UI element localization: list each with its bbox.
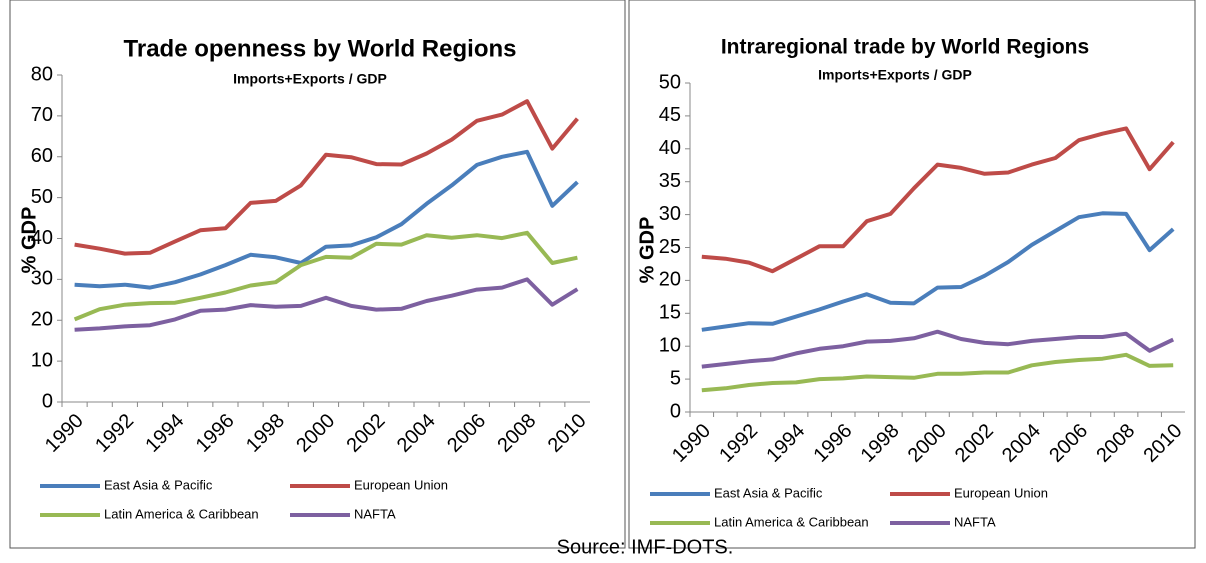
legend-label: East Asia & Pacific (714, 485, 823, 500)
y-tick-label: 15 (659, 302, 681, 324)
y-tick-label: 30 (31, 268, 53, 290)
series-line (74, 149, 579, 290)
chart-title: Trade openness by World Regions (124, 35, 517, 62)
x-tick-label: 1996 (192, 410, 239, 457)
chart-subtitle: Imports+Exports / GDP (818, 67, 972, 83)
y-tick-label: 20 (659, 269, 681, 291)
y-tick-label: 30 (659, 203, 681, 225)
x-tick-label: 2000 (904, 420, 951, 467)
y-tick-label: 60 (31, 145, 53, 167)
x-tick-label: 2002 (951, 420, 998, 467)
x-tick-label: 1996 (809, 420, 856, 467)
x-tick-label: 1992 (715, 420, 762, 467)
legend-label: European Union (954, 485, 1048, 500)
x-tick-label: 1990 (668, 420, 715, 467)
legend-label: Latin America & Caribbean (104, 506, 259, 521)
x-tick-label: 2000 (292, 410, 339, 457)
series-line (701, 352, 1174, 393)
y-axis-label: % GDP (636, 217, 658, 284)
y-axis-label: % GDP (18, 207, 40, 274)
x-tick-label: 2010 (544, 410, 591, 457)
x-tick-label: 1998 (242, 410, 289, 457)
y-tick-label: 35 (659, 170, 681, 192)
series-line (701, 211, 1175, 332)
y-tick-label: 40 (31, 227, 53, 249)
chart-title: Intraregional trade by World Regions (721, 36, 1089, 59)
series-line (701, 329, 1175, 369)
legend-label: East Asia & Pacific (104, 477, 213, 492)
x-tick-label: 2006 (443, 410, 490, 457)
series-line (73, 230, 578, 322)
series-line (74, 99, 579, 256)
y-tick-label: 0 (42, 390, 53, 412)
y-tick-label: 50 (659, 71, 681, 93)
legend-label: Latin America & Caribbean (714, 514, 869, 529)
panel-border (628, 0, 1196, 549)
y-tick-label: 0 (670, 400, 681, 422)
series-line (74, 277, 579, 332)
y-tick-label: 10 (659, 334, 681, 356)
legend-label: NAFTA (354, 506, 396, 521)
x-tick-label: 2004 (393, 410, 440, 457)
legend-label: NAFTA (954, 514, 996, 529)
x-tick-label: 2010 (1139, 420, 1186, 467)
x-tick-label: 1998 (857, 420, 904, 467)
x-tick-label: 1992 (91, 410, 138, 457)
x-tick-label: 2004 (998, 420, 1045, 467)
y-tick-label: 50 (31, 186, 53, 208)
series-line (701, 126, 1175, 274)
x-tick-label: 1990 (41, 410, 88, 457)
y-tick-label: 10 (31, 349, 53, 371)
x-tick-label: 2006 (1045, 420, 1092, 467)
y-tick-label: 25 (659, 236, 681, 258)
y-tick-label: 5 (670, 367, 681, 389)
y-tick-label: 70 (31, 104, 53, 126)
legend-label: European Union (354, 477, 448, 492)
x-tick-label: 1994 (762, 420, 809, 467)
x-tick-label: 1994 (141, 410, 188, 457)
x-tick-label: 2008 (1092, 420, 1139, 467)
x-tick-label: 2008 (493, 410, 540, 457)
panel-border (9, 0, 626, 549)
chart-subtitle: Imports+Exports / GDP (233, 71, 387, 87)
x-tick-label: 2002 (343, 410, 390, 457)
source-note: Source: IMF-DOTS. (557, 536, 734, 558)
y-tick-label: 40 (659, 137, 681, 159)
y-tick-label: 80 (31, 63, 53, 85)
y-tick-label: 45 (659, 104, 681, 126)
y-tick-label: 20 (31, 309, 53, 331)
